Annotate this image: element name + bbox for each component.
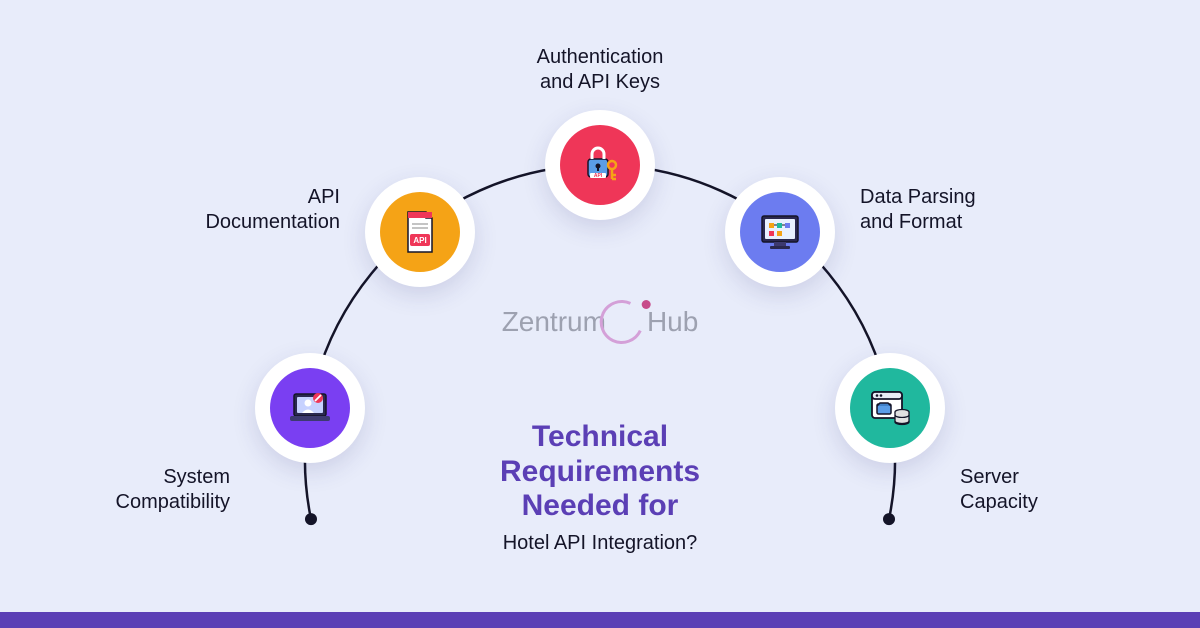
logo-dot-icon xyxy=(642,300,651,309)
svg-text:API: API xyxy=(594,173,603,179)
label-api-documentation: API Documentation xyxy=(205,185,340,235)
node-api-documentation: API xyxy=(365,177,475,287)
node-auth-api-keys: API xyxy=(545,110,655,220)
infographic-canvas: Zentrum Hub TechnicalRequirementsNeeded … xyxy=(0,0,1200,628)
label-server-capacity: Server Capacity xyxy=(960,465,1038,515)
logo: Zentrum Hub xyxy=(502,300,699,344)
browser-db-icon xyxy=(850,368,930,448)
laptop-user-blocked-icon xyxy=(270,368,350,448)
logo-text-1: Zentrum xyxy=(502,306,606,338)
bottom-bar xyxy=(0,612,1200,628)
monitor-data-icon xyxy=(740,192,820,272)
label-data-parsing: Data Parsing and Format xyxy=(860,185,976,235)
title-block: TechnicalRequirementsNeeded for Hotel AP… xyxy=(420,420,780,555)
node-system-compatibility xyxy=(255,353,365,463)
api-document-icon: API xyxy=(380,192,460,272)
title-main: TechnicalRequirementsNeeded for xyxy=(420,420,780,524)
node-server-capacity xyxy=(835,353,945,463)
node-data-parsing xyxy=(725,177,835,287)
label-system-compatibility: System Compatibility xyxy=(116,465,230,515)
label-auth-api-keys: Authentication and API Keys xyxy=(537,45,664,95)
svg-text:API: API xyxy=(413,236,426,245)
lock-api-key-icon: API xyxy=(560,125,640,205)
title-sub: Hotel API Integration? xyxy=(420,532,780,555)
logo-text-2: Hub xyxy=(647,306,698,338)
